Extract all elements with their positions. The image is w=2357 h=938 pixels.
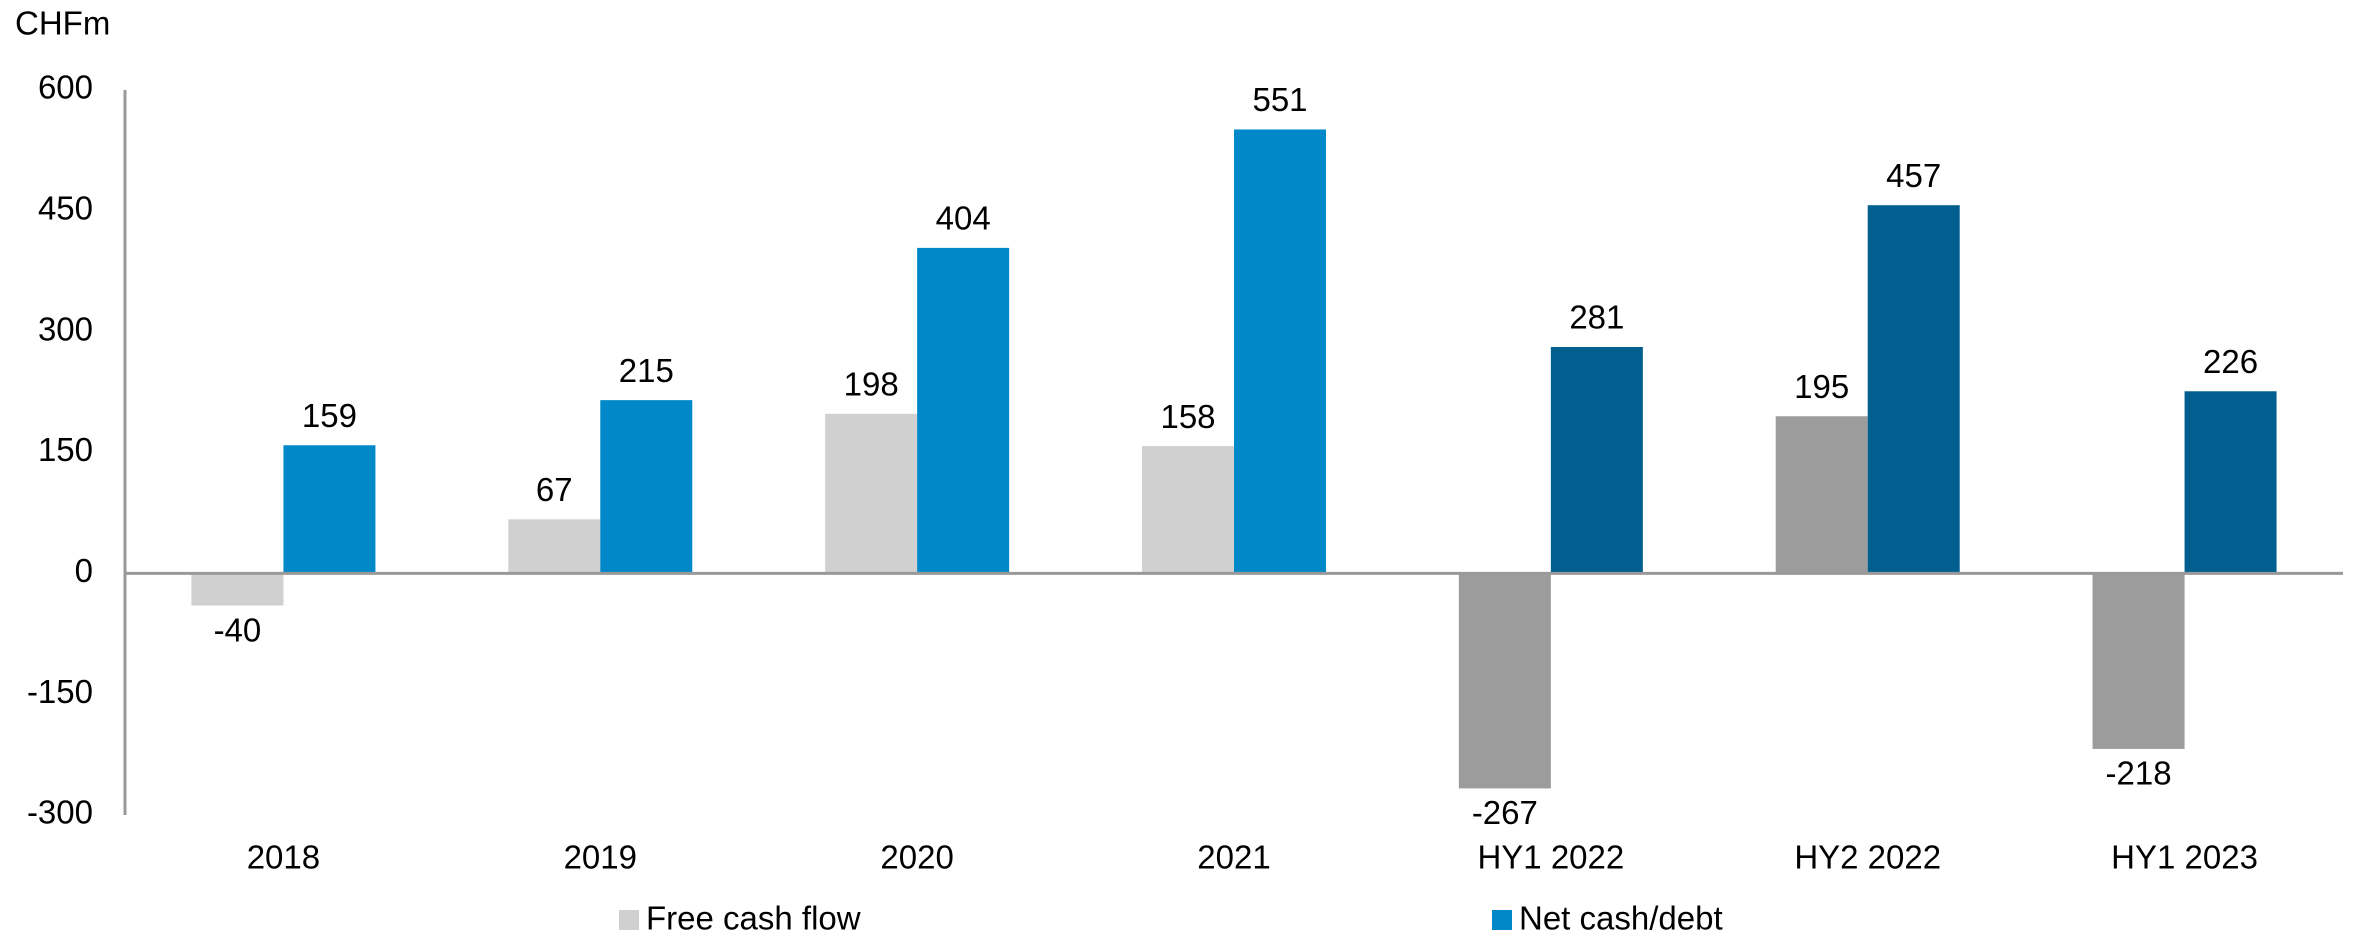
bar bbox=[283, 445, 376, 574]
legend-swatch bbox=[619, 910, 639, 930]
bar bbox=[825, 413, 918, 574]
value-label: 158 bbox=[1160, 398, 1215, 435]
value-label: 198 bbox=[844, 366, 899, 403]
value-label: 195 bbox=[1794, 368, 1849, 405]
x-tick-label: HY2 2022 bbox=[1794, 839, 1941, 876]
value-label: 226 bbox=[2203, 343, 2258, 380]
x-tick-label: 2018 bbox=[247, 839, 320, 876]
y-tick-label: 150 bbox=[38, 431, 93, 468]
legend-label: Net cash/debt bbox=[1519, 900, 1723, 937]
value-label: 404 bbox=[936, 200, 991, 237]
value-label: 457 bbox=[1886, 157, 1941, 194]
value-label: 551 bbox=[1252, 81, 1307, 118]
bar bbox=[1775, 416, 1868, 574]
bar bbox=[917, 247, 1010, 574]
bar bbox=[1458, 573, 1551, 789]
bar bbox=[1550, 346, 1643, 574]
bar bbox=[1142, 446, 1234, 574]
x-tick-label: HY1 2022 bbox=[1477, 839, 1624, 876]
bar bbox=[600, 400, 693, 574]
bar bbox=[1234, 129, 1326, 574]
x-tick-label: 2021 bbox=[1197, 839, 1270, 876]
value-label: 67 bbox=[536, 471, 573, 508]
x-tick-label: 2019 bbox=[564, 839, 637, 876]
bar bbox=[2092, 573, 2185, 749]
bar bbox=[508, 519, 601, 574]
value-label: 281 bbox=[1569, 299, 1624, 336]
value-label: -218 bbox=[2106, 755, 2172, 792]
y-tick-label: -150 bbox=[27, 673, 93, 710]
legend-swatch bbox=[1492, 910, 1512, 930]
y-tick-label: 300 bbox=[38, 310, 93, 347]
x-tick-label: 2020 bbox=[880, 839, 953, 876]
y-axis-label: CHFm bbox=[15, 5, 110, 42]
y-tick-label: -300 bbox=[27, 794, 93, 831]
x-tick-label: HY1 2023 bbox=[2111, 839, 2258, 876]
value-label: 159 bbox=[302, 397, 357, 434]
bar bbox=[191, 573, 284, 606]
y-tick-label: 600 bbox=[38, 69, 93, 106]
bar bbox=[1867, 205, 1960, 574]
y-tick-label: 0 bbox=[75, 552, 93, 589]
value-label: 215 bbox=[619, 352, 674, 389]
value-label: -267 bbox=[1472, 794, 1538, 831]
bar bbox=[2184, 391, 2277, 574]
legend-label: Free cash flow bbox=[646, 900, 861, 937]
y-tick-label: 450 bbox=[38, 190, 93, 227]
value-label: -40 bbox=[214, 611, 262, 648]
